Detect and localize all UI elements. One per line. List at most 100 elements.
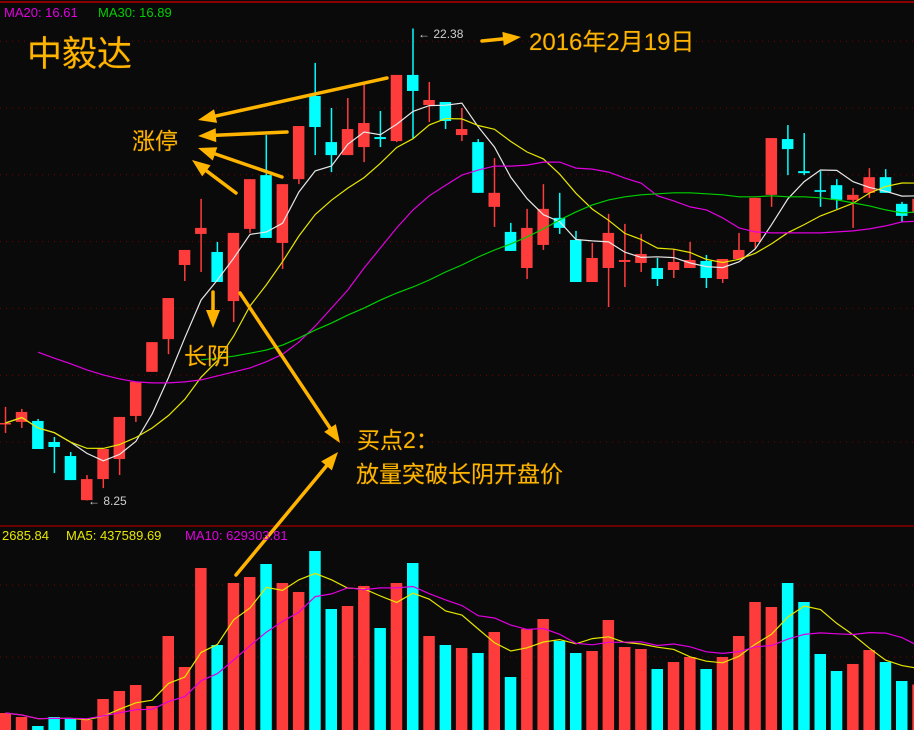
ma20-line — [37, 161, 914, 384]
volume-bar — [765, 607, 778, 730]
volume-bar — [358, 586, 370, 730]
buy-point-title: 买点2： — [357, 427, 439, 453]
candle-body — [439, 101, 452, 122]
candle-body — [390, 74, 403, 142]
limit-up-arrow-4-shaft — [204, 169, 238, 195]
volume-bar — [798, 602, 810, 730]
grid-lines — [0, 1, 914, 658]
candle-body — [830, 185, 843, 200]
volume-bar — [244, 577, 256, 730]
volume-bar — [309, 551, 321, 730]
ma30-legend: MA30: 16.89 — [98, 5, 172, 20]
limit-up-arrow-2-head — [198, 128, 217, 143]
limit-up-arrow-1-head — [198, 109, 218, 123]
high-price-value: 22.38 — [433, 27, 464, 41]
volume-bar — [455, 648, 468, 730]
volume-bar — [15, 717, 28, 730]
candle-body — [896, 203, 908, 216]
volume-bar — [488, 632, 500, 730]
limit-up-arrow-4-head — [192, 160, 211, 177]
volume-bar — [586, 651, 598, 730]
date-arrow-head — [502, 31, 521, 46]
volume-bar — [716, 657, 729, 730]
volume-bar — [847, 664, 859, 730]
volume-ma5-legend: MA5: 437589.69 — [66, 528, 162, 543]
low-price-label: ← 8.25 — [88, 494, 127, 508]
candle-body — [341, 129, 354, 156]
long-bearish-label: 长阴 — [184, 343, 230, 369]
candle-body — [358, 123, 370, 148]
limit-up-label: 涨停 — [132, 128, 178, 154]
candle-body — [32, 420, 44, 450]
ma5-line — [5, 102, 914, 462]
long-bearish-arrow-head — [206, 310, 220, 328]
volume-bar — [227, 583, 240, 730]
volume-bar — [341, 606, 354, 730]
date-label: 2016年2月19日 — [529, 29, 695, 56]
candle-body — [162, 298, 174, 340]
volume-bar — [781, 583, 794, 730]
candle-body — [423, 99, 435, 105]
candle-body — [15, 411, 28, 422]
buy-point-arrow-from-volume-head — [321, 452, 338, 471]
candle-body — [48, 442, 60, 448]
candle-body — [749, 197, 761, 242]
candle-body — [716, 258, 729, 280]
volume-bar — [667, 662, 680, 730]
candle-body — [195, 227, 207, 234]
candle-body — [81, 479, 93, 501]
candle-body — [244, 179, 256, 229]
volume-bar — [684, 657, 696, 730]
candle-body — [537, 208, 549, 245]
volume-ma5-line — [5, 572, 914, 721]
candle-body — [814, 190, 826, 192]
volume-bar — [260, 564, 272, 730]
ma30-line — [201, 192, 914, 361]
candle-body — [781, 139, 794, 150]
volume-legend: 2685.84 — [2, 528, 49, 543]
volume-bar — [700, 669, 712, 730]
volume-bar — [374, 628, 386, 730]
volume-bar — [146, 706, 158, 730]
candle-body — [570, 239, 582, 283]
candle-body — [521, 227, 533, 268]
candle-body — [863, 177, 875, 193]
candle-body — [0, 422, 11, 425]
candle-body — [325, 142, 337, 156]
volume-bar — [896, 681, 908, 730]
ma20-legend: MA20: 16.61 — [4, 5, 78, 20]
candles — [0, 28, 914, 501]
volume-bar — [211, 645, 223, 730]
high-price-label: ← 22.38 — [418, 27, 463, 41]
candle-body — [700, 260, 712, 279]
volume-bar — [48, 717, 60, 730]
volume-bar — [439, 645, 452, 730]
volume-bar — [602, 620, 615, 730]
candle-body — [211, 251, 223, 283]
buy-point-arrow-from-candle-shaft — [238, 291, 332, 430]
volume-bar — [64, 719, 77, 730]
volume-bar — [521, 629, 533, 730]
volume-bar — [423, 636, 435, 730]
volume-bar — [537, 619, 549, 730]
candle-body — [129, 381, 142, 416]
candle-body — [618, 259, 631, 262]
buy-point-arrow-from-candle-head — [324, 424, 340, 443]
candle-body — [113, 416, 126, 460]
volume-ma10-line — [5, 585, 914, 720]
volume-bar — [0, 713, 11, 730]
volume-bar — [292, 592, 305, 730]
candle-body — [667, 261, 680, 270]
candle-body — [684, 259, 696, 268]
candle-body — [504, 231, 517, 251]
volume-bar — [570, 653, 582, 730]
volume-bars — [0, 551, 914, 730]
volume-bar — [81, 720, 93, 730]
candle-body — [553, 217, 566, 228]
candle-body — [586, 257, 598, 283]
volume-bar — [276, 583, 289, 730]
candle-body — [488, 192, 500, 207]
high-arrow-icon: ← — [418, 27, 434, 41]
stock-name: 中毅达 — [27, 35, 133, 74]
volume-bar — [912, 684, 914, 730]
